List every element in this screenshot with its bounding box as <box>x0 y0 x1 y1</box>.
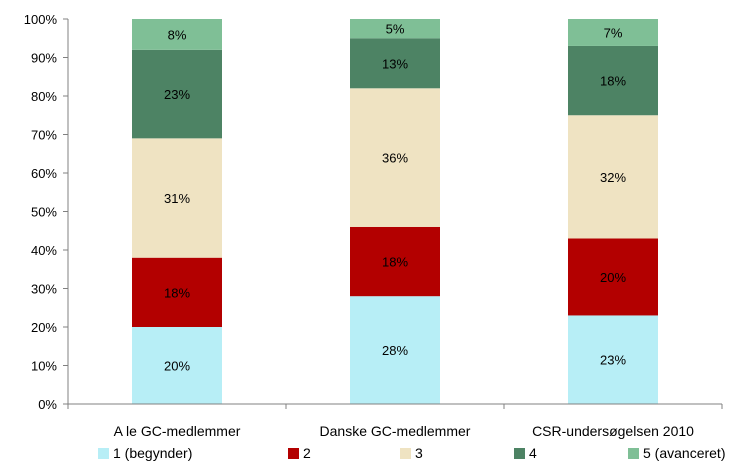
data-label: 20% <box>164 359 190 374</box>
bar-segment <box>132 19 222 50</box>
bar-segment <box>350 38 440 89</box>
data-label: 18% <box>382 255 408 270</box>
legend-swatch <box>400 448 411 459</box>
bar-segment <box>568 315 658 404</box>
data-label: 36% <box>382 151 408 166</box>
bar-segment <box>132 327 222 404</box>
y-tick-label: 10% <box>31 359 57 374</box>
y-tick-label: 100% <box>24 12 58 27</box>
data-label: 7% <box>604 25 623 40</box>
legend-label: 3 <box>415 445 423 461</box>
y-tick-label: 40% <box>31 243 57 258</box>
legend-label: 1 (begynder) <box>113 445 192 461</box>
bar-segment <box>568 238 658 316</box>
y-tick-label: 90% <box>31 51 57 66</box>
legend: 1 (begynder) 2 3 4 5 (avanceret) <box>98 445 725 461</box>
bar-segment <box>350 296 440 404</box>
bar-segment <box>568 45 658 116</box>
legend-label: 2 <box>303 445 311 461</box>
legend-swatch <box>288 448 299 459</box>
bars-group: 20% 18% 31% 23% 8% 28% 18% 36% 13% 5% 23% 20% 32% 18%… <box>132 19 658 404</box>
y-tick-label: 0% <box>38 397 57 412</box>
y-tick-label: 30% <box>31 282 57 297</box>
x-tick-label: A le GC-medlemmer <box>114 423 241 439</box>
data-label: 23% <box>600 353 626 368</box>
bar-segment <box>132 49 222 139</box>
bar-segment <box>132 138 222 258</box>
legend-label: 4 <box>529 445 537 461</box>
data-label: 28% <box>382 343 408 358</box>
y-tick-label: 80% <box>31 89 57 104</box>
bar-segment <box>568 115 658 239</box>
data-label: 20% <box>600 270 626 285</box>
legend-label: 5 (avanceret) <box>643 445 725 461</box>
data-label: 18% <box>600 74 626 89</box>
axes-group: A le GC-medlemmer Danske GC-medlemmer CSR-… <box>24 12 723 439</box>
data-label: 5% <box>386 22 405 37</box>
y-tick-label: 20% <box>31 320 57 335</box>
x-tick-label: CSR-undersøgelsen 2010 <box>532 423 694 439</box>
x-tick-label: Danske GC-medlemmer <box>320 423 471 439</box>
data-label: 13% <box>382 56 408 71</box>
bar-segment <box>350 226 440 297</box>
legend-swatch <box>628 448 639 459</box>
data-label: 8% <box>168 27 187 42</box>
bar-segment <box>350 19 440 39</box>
data-label: 18% <box>164 285 190 300</box>
bar-segment <box>568 19 658 46</box>
data-label: 32% <box>600 170 626 185</box>
data-label: 23% <box>164 87 190 102</box>
y-tick-label: 60% <box>31 166 57 181</box>
bar-segment <box>132 257 222 327</box>
legend-swatch <box>514 448 525 459</box>
legend-swatch <box>98 448 109 459</box>
bar-segment <box>350 88 440 227</box>
y-tick-label: 50% <box>31 205 57 220</box>
y-tick-label: 70% <box>31 128 57 143</box>
data-label: 31% <box>164 191 190 206</box>
